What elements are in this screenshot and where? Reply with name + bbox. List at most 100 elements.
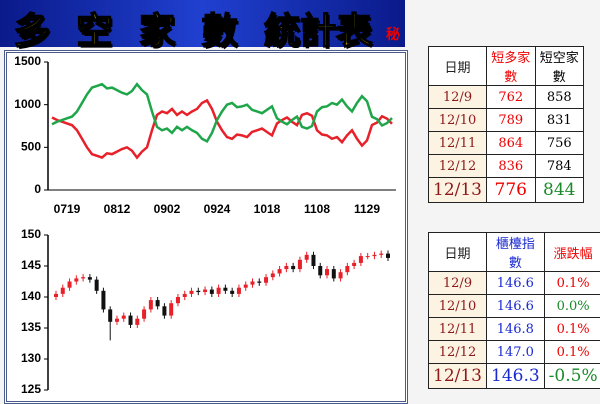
candle-body <box>291 266 295 269</box>
x-tick-label: 1108 <box>304 202 330 216</box>
candle-body <box>149 300 153 309</box>
value-cell: 831 <box>535 109 584 132</box>
header-row: 日期櫃檯指數漲跌幅 <box>429 233 600 272</box>
line-series <box>52 100 392 157</box>
value-cell: 784 <box>535 155 584 178</box>
date-cell: 12/13 <box>429 178 487 203</box>
candle-body <box>372 255 376 256</box>
candle-body <box>196 291 200 292</box>
header-cell: 短多家數 <box>487 47 536 86</box>
header-row: 日期短多家數短空家數 <box>429 47 584 86</box>
candle-body <box>142 309 146 318</box>
candle-body <box>54 294 58 297</box>
candle-body <box>271 273 275 277</box>
candle-body <box>359 256 363 263</box>
value-cell: 776 <box>487 178 536 203</box>
candle-body <box>203 290 207 292</box>
x-tick-label: 0719 <box>54 202 81 216</box>
candle-body <box>176 297 180 303</box>
header-cell: 日期 <box>429 47 487 86</box>
value-cell: -0.5% <box>544 364 600 389</box>
date-cell: 12/12 <box>429 155 487 178</box>
value-cell: 146.6 <box>487 272 545 295</box>
x-tick-label: 1018 <box>254 202 281 216</box>
candle-body <box>162 306 166 315</box>
candle-body <box>217 288 221 294</box>
y-tick-label: 130 <box>21 351 41 365</box>
candle-body <box>135 319 139 325</box>
x-tick-label: 0812 <box>104 202 131 216</box>
value-cell: 836 <box>487 155 536 178</box>
candle-body <box>122 316 126 319</box>
candle-body <box>298 260 302 269</box>
value-cell: 147.0 <box>487 341 545 364</box>
y-tick-label: 125 <box>21 382 41 396</box>
x-tick-label: 0924 <box>204 202 231 216</box>
candle-body <box>74 278 78 281</box>
date-cell: 12/10 <box>429 295 487 318</box>
candle-body <box>257 282 261 283</box>
value-cell: 146.3 <box>487 364 545 389</box>
date-cell: 12/11 <box>429 132 487 155</box>
candle-body <box>386 254 390 258</box>
y-tick-label: 150 <box>21 227 41 241</box>
candle-body <box>345 266 349 272</box>
candle-body <box>101 291 105 310</box>
date-cell: 12/9 <box>429 86 487 109</box>
candle-body <box>88 277 92 279</box>
candle-body <box>183 294 187 297</box>
value-cell: 756 <box>535 132 584 155</box>
x-tick-label: 1129 <box>354 202 380 216</box>
value-cell: 146.6 <box>487 295 545 318</box>
date-cell: 12/12 <box>429 341 487 364</box>
candle-body <box>352 263 356 266</box>
y-tick-label: 135 <box>21 320 41 334</box>
candle-body <box>68 282 72 288</box>
candle-body <box>284 266 288 269</box>
candle-body <box>190 291 194 294</box>
candle-body <box>156 300 160 306</box>
candle-body <box>129 316 133 325</box>
value-cell: 0.1% <box>544 341 600 364</box>
candle-body <box>264 277 268 283</box>
line-series <box>52 84 392 141</box>
candle-body <box>305 255 309 260</box>
candle-body <box>311 255 315 266</box>
candle-body <box>325 269 329 275</box>
candle-body <box>244 285 248 288</box>
date-cell: 12/9 <box>429 272 487 295</box>
value-cell: 858 <box>535 86 584 109</box>
candle-body <box>223 288 227 291</box>
candle-body <box>339 272 343 278</box>
candle-body <box>81 277 85 278</box>
candle-body <box>318 266 322 275</box>
value-cell: 0.1% <box>544 272 600 295</box>
value-cell: 0.1% <box>544 318 600 341</box>
candle-body <box>237 288 241 294</box>
candle-body <box>278 269 282 273</box>
candle-body <box>250 282 254 285</box>
x-tick-label: 0902 <box>154 202 181 216</box>
candle-body <box>95 280 99 291</box>
value-cell: 864 <box>487 132 536 155</box>
candle-body <box>169 303 173 315</box>
candle-body <box>115 319 119 322</box>
candle-body <box>366 256 370 257</box>
candle-body <box>332 269 336 278</box>
header-cell: 短空家數 <box>535 47 584 86</box>
candle-body <box>379 254 383 255</box>
y-tick-label: 140 <box>21 289 41 303</box>
value-cell: 762 <box>487 86 536 109</box>
candle-body <box>210 290 214 294</box>
